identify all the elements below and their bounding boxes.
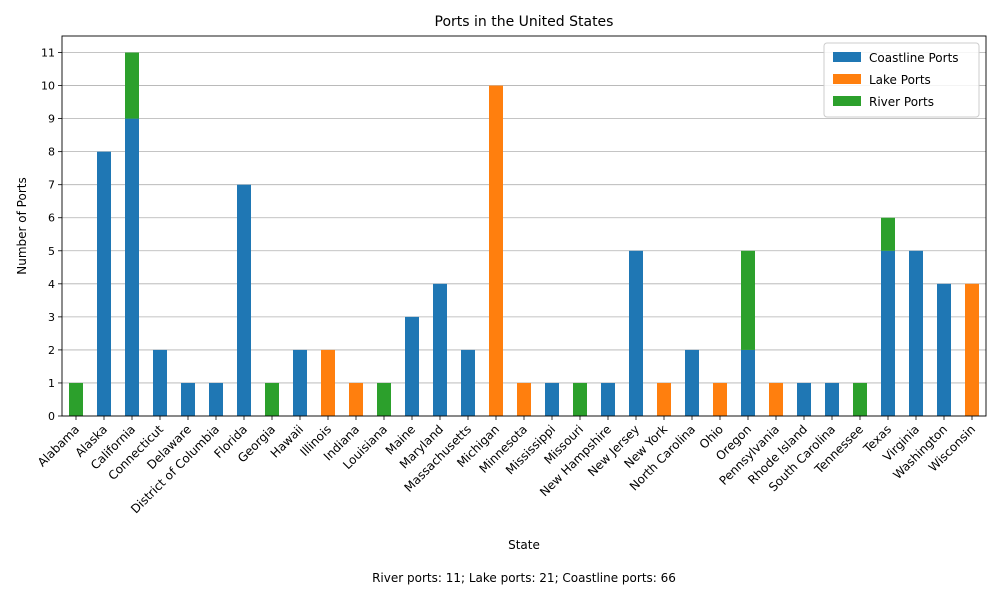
y-tick-label: 6 <box>48 212 55 225</box>
bar-coastline-ports <box>237 184 251 416</box>
legend-label: River Ports <box>869 95 934 109</box>
bar-coastline-ports <box>881 250 895 416</box>
legend: Coastline Ports Lake Ports River Ports <box>823 42 980 118</box>
y-tick-label: 3 <box>48 311 55 324</box>
bar-coastline-ports <box>937 283 951 416</box>
y-tick-label: 4 <box>48 278 55 291</box>
bar-lake-ports <box>349 382 363 416</box>
bar-coastline-ports <box>461 349 475 416</box>
bar-coastline-ports <box>825 382 839 416</box>
x-axis-label: State <box>508 538 540 552</box>
bar-coastline-ports <box>797 382 811 416</box>
bar-coastline-ports <box>293 349 307 416</box>
bar-lake-ports <box>965 283 979 416</box>
legend-swatch <box>833 52 861 62</box>
y-axis-ticks: 0 1 2 3 4 5 6 7 8 9 10 11 <box>41 47 62 423</box>
bar-lake-ports <box>517 382 531 416</box>
y-tick-label: 1 <box>48 377 55 390</box>
bar-river-ports <box>265 382 279 416</box>
y-tick-label: 7 <box>48 179 55 192</box>
bar-lake-ports <box>657 382 671 416</box>
bar-river-ports <box>741 250 755 350</box>
y-axis-label: Number of Ports <box>15 177 29 274</box>
bar-coastline-ports <box>685 349 699 416</box>
chart-title: Ports in the United States <box>435 14 614 30</box>
bar-coastline-ports <box>545 382 559 416</box>
bar-coastline-ports <box>97 151 111 417</box>
bar-coastline-ports <box>909 250 923 416</box>
footnote: River ports: 11; Lake ports: 21; Coastli… <box>372 571 676 585</box>
y-tick-label: 0 <box>48 410 55 423</box>
legend-swatch <box>833 74 861 84</box>
bar-river-ports <box>69 382 83 416</box>
bar-river-ports <box>125 52 139 119</box>
bar-lake-ports <box>769 382 783 416</box>
bar-coastline-ports <box>209 382 223 416</box>
bar-lake-ports <box>713 382 727 416</box>
bar-coastline-ports <box>629 250 643 416</box>
bar-coastline-ports <box>181 382 195 416</box>
bar-river-ports <box>573 382 587 416</box>
bar-coastline-ports <box>405 316 419 416</box>
bar-coastline-ports <box>433 283 447 416</box>
bar-coastline-ports <box>741 349 755 416</box>
y-tick-label: 5 <box>48 245 55 258</box>
legend-swatch <box>833 96 861 106</box>
y-tick-label: 11 <box>41 47 55 60</box>
bar-lake-ports <box>489 85 503 416</box>
bar-river-ports <box>881 217 895 251</box>
x-axis-ticks: AlabamaAlaskaCaliforniaConnecticutDelawa… <box>35 416 978 516</box>
bar-river-ports <box>853 382 867 416</box>
y-tick-label: 10 <box>41 80 55 93</box>
y-tick-label: 9 <box>48 113 55 126</box>
bar-coastline-ports <box>601 382 615 416</box>
legend-label: Coastline Ports <box>869 51 959 65</box>
y-tick-label: 8 <box>48 146 55 159</box>
bar-coastline-ports <box>125 118 139 416</box>
bar-river-ports <box>377 382 391 416</box>
y-tick-label: 2 <box>48 344 55 357</box>
bar-lake-ports <box>321 349 335 416</box>
legend-label: Lake Ports <box>869 73 931 87</box>
x-tick-label: Alabama <box>35 422 82 469</box>
bar-coastline-ports <box>153 349 167 416</box>
legend-box <box>823 42 980 118</box>
bars <box>69 52 979 417</box>
